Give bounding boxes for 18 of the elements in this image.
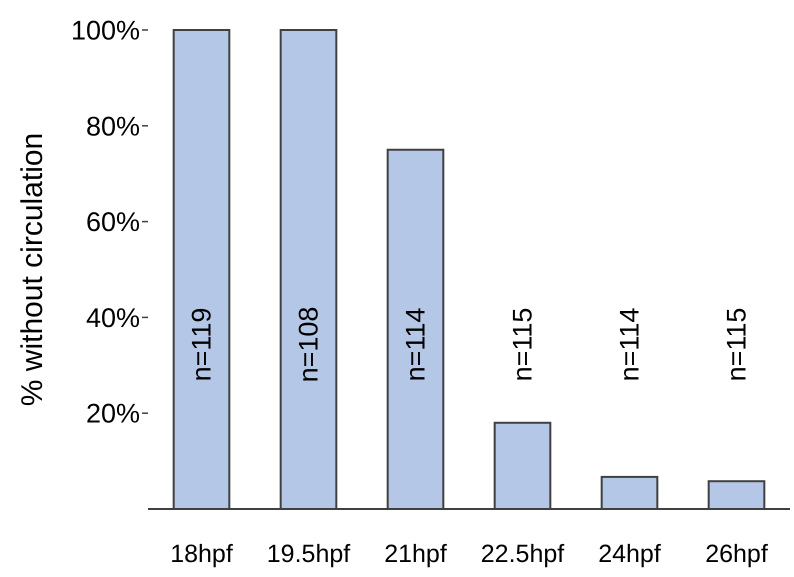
y-tick-label: 40% <box>86 302 140 333</box>
x-tick-label: 18hpf <box>170 540 233 568</box>
x-tick-label: 22.5hpf <box>480 540 564 568</box>
annotation: n=114 <box>614 308 644 382</box>
annotation: n=115 <box>508 308 538 382</box>
annotation: n=119 <box>186 308 216 382</box>
y-tick-label: 20% <box>86 398 140 429</box>
y-tick-label: 60% <box>86 207 140 238</box>
y-tick-label: 100% <box>70 15 140 46</box>
x-tick-label: 24hpf <box>598 540 661 568</box>
x-tick-label: 19.5hpf <box>266 540 350 568</box>
annotation: n=108 <box>294 306 324 382</box>
x-tick-label: 21hpf <box>384 540 447 568</box>
y-tick-label: 80% <box>86 111 140 142</box>
y-axis-title: % without circulation <box>16 132 49 406</box>
annotation: n=115 <box>722 308 752 382</box>
x-tick-label: 26hpf <box>705 540 768 568</box>
annotation: n=114 <box>400 308 430 382</box>
